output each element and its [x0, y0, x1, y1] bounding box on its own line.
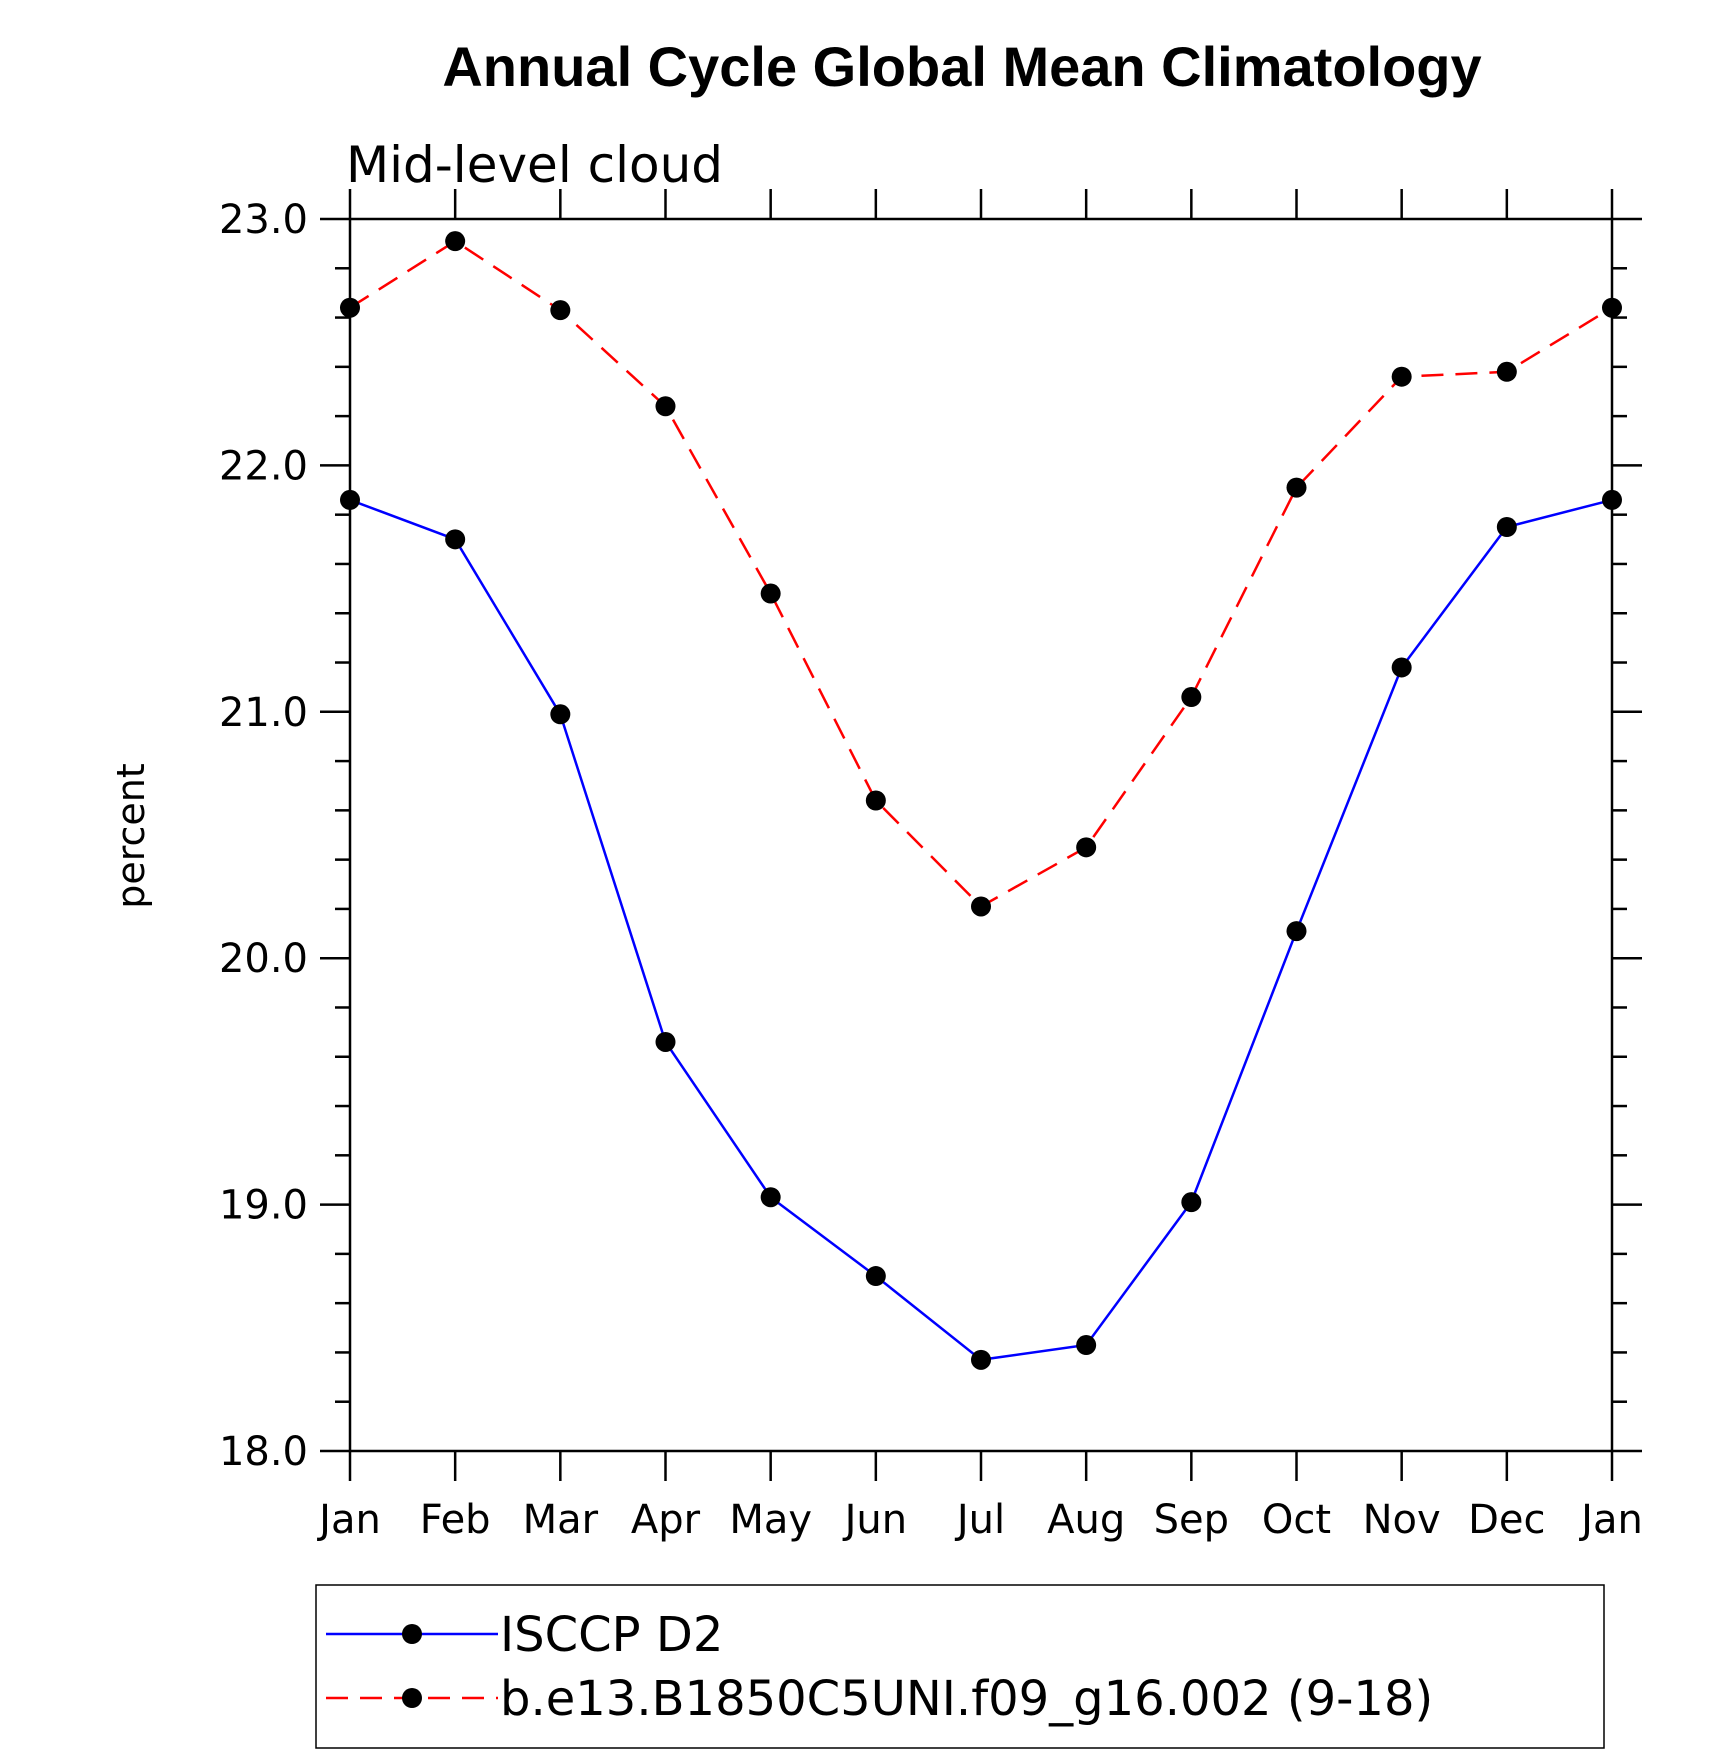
- x-tick-label: Apr: [631, 1497, 701, 1543]
- plot-frame: [348, 217, 1614, 1453]
- x-tick-label: Feb: [420, 1497, 491, 1543]
- legend-label-2: b.e13.B1850C5UNI.f09_g16.002 (9-18): [500, 1671, 1433, 1727]
- series-2-point: [445, 231, 466, 252]
- y-axis-label: percent: [109, 763, 153, 909]
- y-tick-label: 18.0: [219, 1429, 308, 1475]
- chart-subtitle: Mid-level cloud: [346, 136, 723, 194]
- series-1-point: [340, 489, 360, 510]
- series-1-point: [1076, 1335, 1097, 1356]
- series-2-point: [1391, 366, 1412, 387]
- x-tick-label: Jul: [954, 1497, 1005, 1543]
- legend-marker-2: [402, 1688, 422, 1708]
- y-tick-label: 22.0: [219, 443, 308, 489]
- series-1-point: [1391, 657, 1412, 678]
- x-tick-label: Jan: [1578, 1497, 1643, 1543]
- series-2-point: [1602, 297, 1622, 318]
- series-2-point: [865, 790, 886, 811]
- x-tick-label: Nov: [1363, 1497, 1441, 1543]
- series-1-point: [865, 1266, 886, 1287]
- series-2-point: [550, 300, 571, 321]
- x-tick-label: Jan: [316, 1497, 381, 1543]
- series-2-point: [1496, 361, 1517, 382]
- series-2-point: [971, 896, 991, 917]
- series-1-point: [1181, 1192, 1202, 1213]
- series-1-point: [655, 1031, 676, 1052]
- series-lines: [340, 231, 1622, 1370]
- axis-ticks: 18.0 19.0 20.0 21.0 22.0 23.0 Jan Feb Mar Apr May J…: [219, 189, 1643, 1543]
- series-line-2: [349, 239, 1613, 909]
- x-tick-label: Oct: [1262, 1497, 1331, 1543]
- y-tick-label: 23.0: [219, 197, 308, 243]
- series-2-point: [1181, 687, 1202, 708]
- legend-marker-1: [402, 1624, 422, 1644]
- x-tick-label: Mar: [523, 1497, 599, 1543]
- y-tick-label: 21.0: [219, 690, 308, 736]
- x-tick-label: Dec: [1468, 1497, 1545, 1543]
- series-2-point: [340, 297, 360, 318]
- legend-label-1: ISCCP D2: [500, 1607, 723, 1663]
- series-1-point: [550, 704, 571, 725]
- series-2-point: [760, 583, 781, 604]
- x-tick-label: Aug: [1047, 1497, 1125, 1543]
- y-tick-label: 19.0: [219, 1183, 308, 1229]
- y-tick-label: 20.0: [219, 936, 308, 982]
- series-2-point: [1076, 837, 1097, 858]
- series-line-1: [349, 498, 1613, 1362]
- legend: ISCCP D2 b.e13.B1850C5UNI.f09_g16.002 (9-…: [315, 1584, 1605, 1749]
- x-tick-label: Sep: [1154, 1497, 1229, 1543]
- plot-border: [348, 217, 1614, 1453]
- series-1-point: [1496, 517, 1517, 537]
- series-2-point: [1286, 477, 1307, 498]
- series-1-point: [1286, 921, 1307, 942]
- chart-title: Annual Cycle Global Mean Climatology: [442, 35, 1481, 98]
- series-1-point: [1602, 489, 1622, 510]
- x-tick-label: May: [729, 1497, 812, 1543]
- series-2-point: [655, 396, 676, 417]
- series-1-point: [445, 529, 466, 550]
- legend-box: [315, 1584, 1605, 1749]
- series-1-point: [760, 1187, 781, 1208]
- series-1-point: [971, 1349, 991, 1370]
- x-tick-label: Jun: [842, 1497, 908, 1543]
